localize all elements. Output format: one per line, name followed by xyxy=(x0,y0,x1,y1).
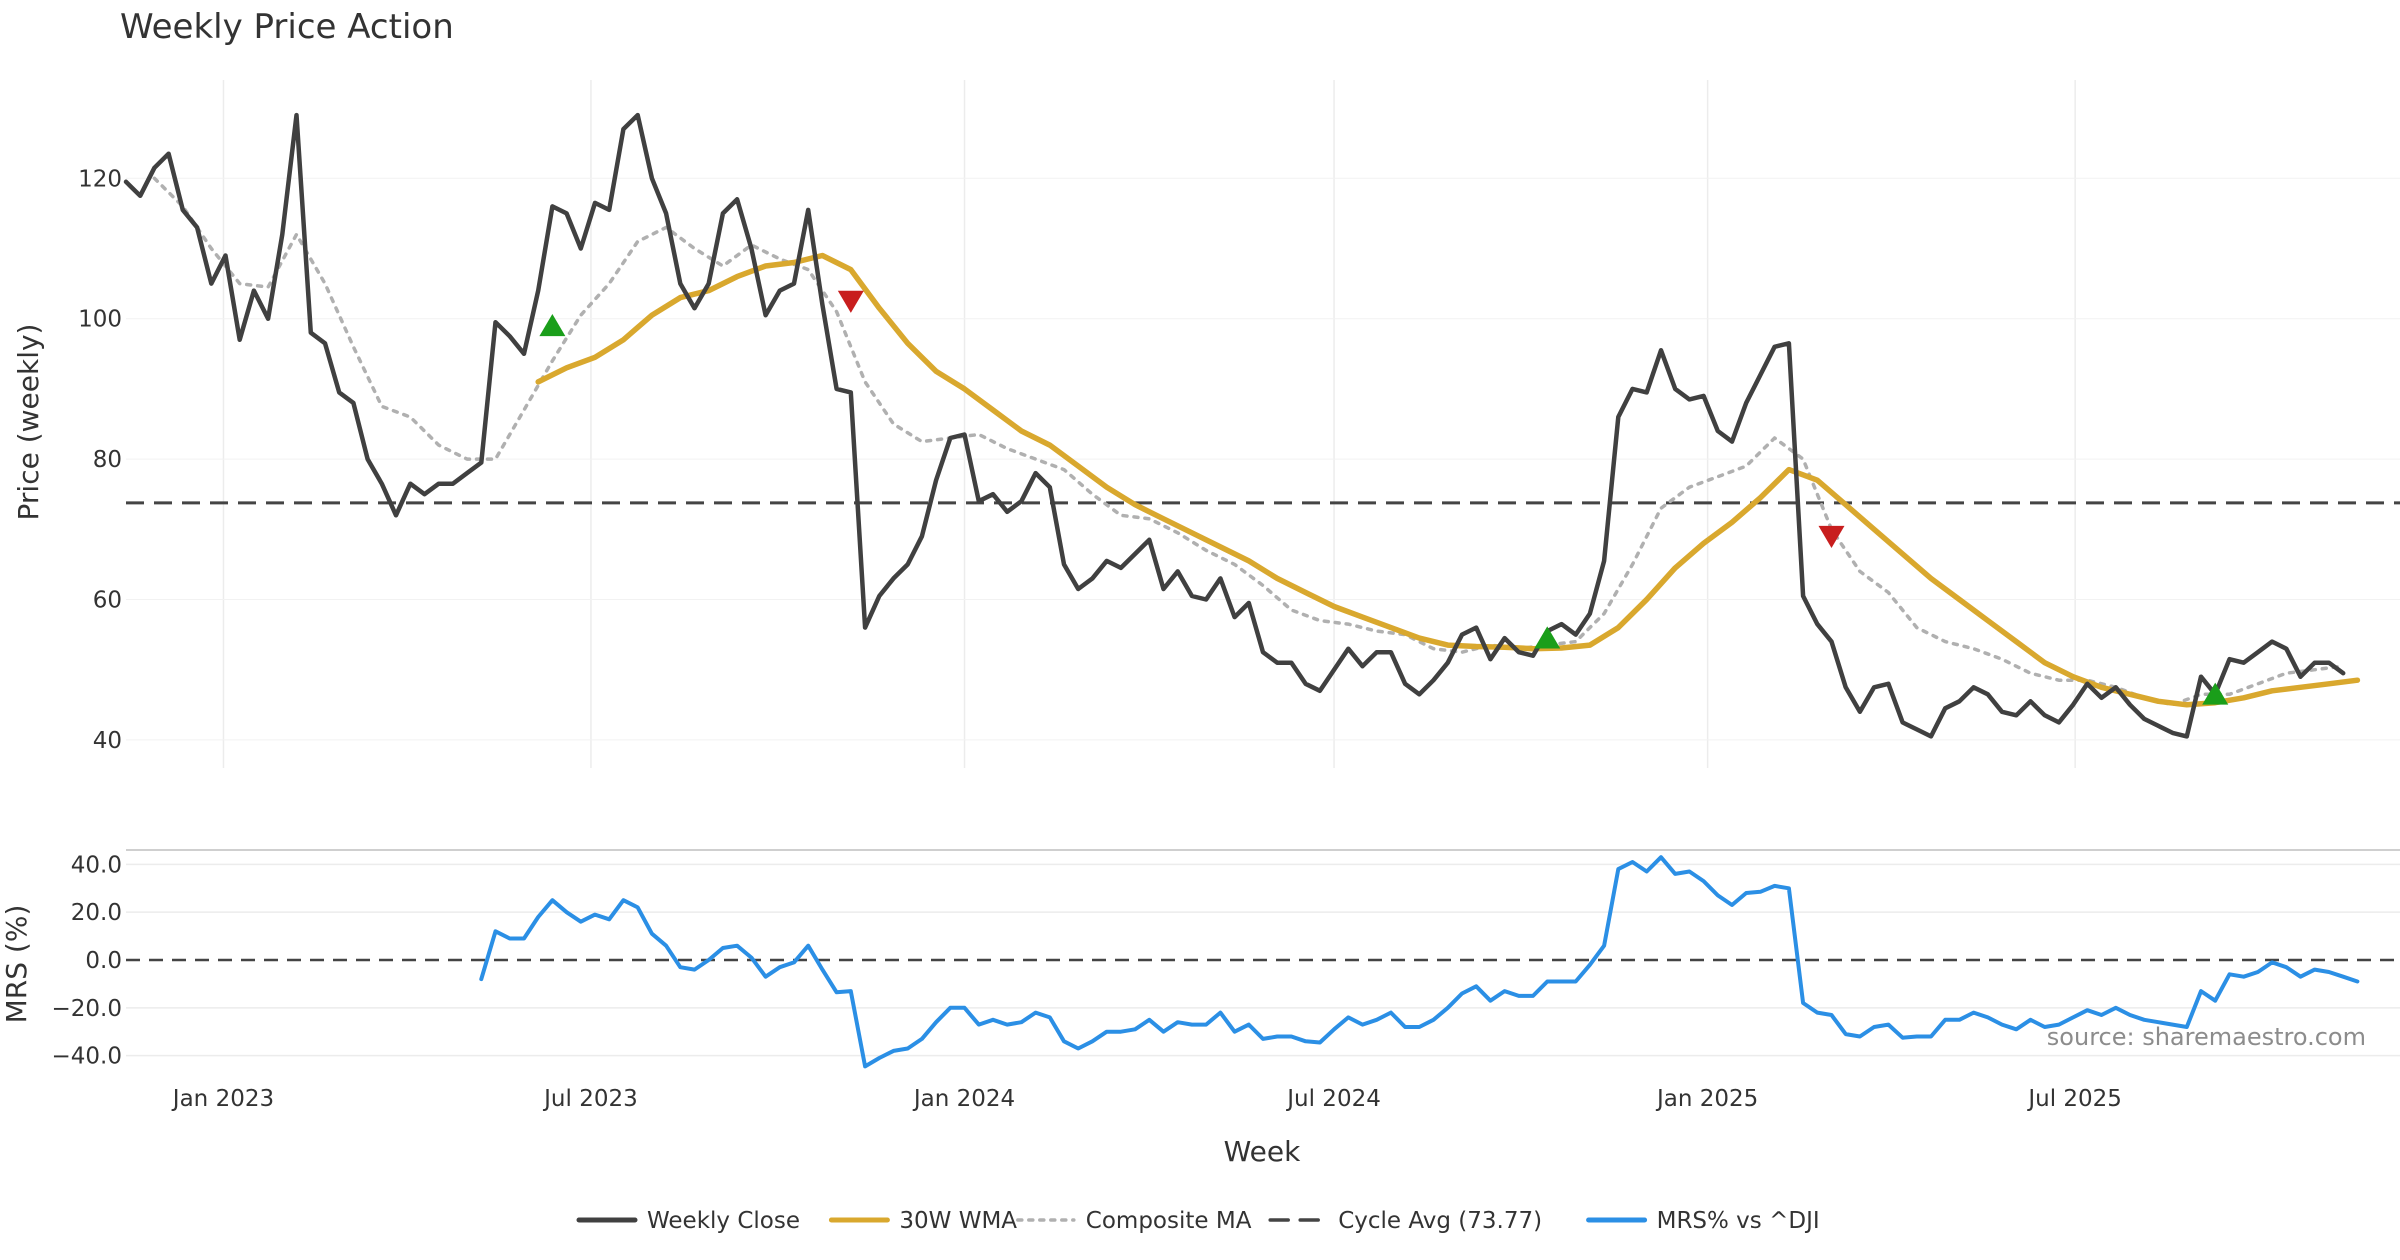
xtick-label-3: Jul 2024 xyxy=(1285,1086,1381,1112)
legend-item-3: Cycle Avg (73.77) xyxy=(1268,1208,1542,1234)
legend-item-0: Weekly Close xyxy=(576,1208,800,1234)
mrs-ytick-label-3: −20.0 xyxy=(52,996,122,1022)
legend-label-0: Weekly Close xyxy=(647,1208,800,1234)
mrs-axis-title: MRS (%) xyxy=(0,905,33,1024)
xtick-label-2: Jan 2024 xyxy=(912,1086,1015,1112)
price-grid xyxy=(126,80,2400,768)
legend-item-1: 30W WMA xyxy=(828,1208,1017,1234)
price-series xyxy=(123,112,2361,739)
signal-markers xyxy=(539,290,2229,705)
legend-label-2: Composite MA xyxy=(1086,1208,1252,1234)
buy-signal-marker-2 xyxy=(1534,626,1561,649)
xtick-label-1: Jul 2023 xyxy=(542,1086,638,1112)
xtick-label-5: Jul 2025 xyxy=(2026,1086,2122,1112)
series-composite-ma xyxy=(152,176,2345,707)
xtick-label-0: Jan 2023 xyxy=(171,1086,274,1112)
chart-title: Weekly Price Action xyxy=(120,7,454,47)
price-ytick-label-4: 120 xyxy=(78,166,122,192)
price-ytick-label-0: 40 xyxy=(93,728,122,754)
series-30w-wma xyxy=(535,252,2361,708)
xtick-label-4: Jan 2025 xyxy=(1655,1086,1758,1112)
legend-label-1: 30W WMA xyxy=(899,1208,1017,1234)
mrs-ytick-label-1: 20.0 xyxy=(71,900,122,926)
mrs-series xyxy=(479,855,2360,1069)
mrs-ytick-label-4: −40.0 xyxy=(52,1044,122,1070)
legend-label-3: Cycle Avg (73.77) xyxy=(1338,1208,1542,1234)
sell-signal-marker-1 xyxy=(837,290,864,313)
buy-signal-marker-4 xyxy=(2202,682,2229,705)
legend: Weekly Close 30W WMA Composite MA Cycle Avg… xyxy=(576,1208,1820,1234)
mrs-ytick-label-0: 40.0 xyxy=(71,852,122,878)
price-ytick-label-2: 80 xyxy=(93,447,122,473)
price-axis-title: Price (weekly) xyxy=(12,324,45,521)
price-ytick-label-3: 100 xyxy=(78,307,122,333)
legend-item-4: MRS% vs ^DJI xyxy=(1586,1208,1820,1234)
legend-label-4: MRS% vs ^DJI xyxy=(1657,1208,1820,1234)
legend-item-2: Composite MA xyxy=(1016,1208,1252,1234)
axis-tick-labels: 40 60 80 100 120 40.0 20.0 0.0 −20.0 −40.0 Jan 202… xyxy=(52,166,2122,1112)
mrs-grid xyxy=(126,849,2400,1057)
buy-signal-marker-0 xyxy=(539,314,566,337)
x-axis-title: Week xyxy=(1224,1135,1301,1168)
source-note: source: sharemaestro.com xyxy=(2047,1023,2366,1051)
mrs-ytick-label-2: 0.0 xyxy=(85,948,122,974)
sell-signal-marker-3 xyxy=(1818,525,1845,549)
series-weekly-close xyxy=(123,112,2346,739)
price-ytick-label-1: 60 xyxy=(93,588,122,614)
series-mrs-vs-dji xyxy=(479,855,2360,1069)
